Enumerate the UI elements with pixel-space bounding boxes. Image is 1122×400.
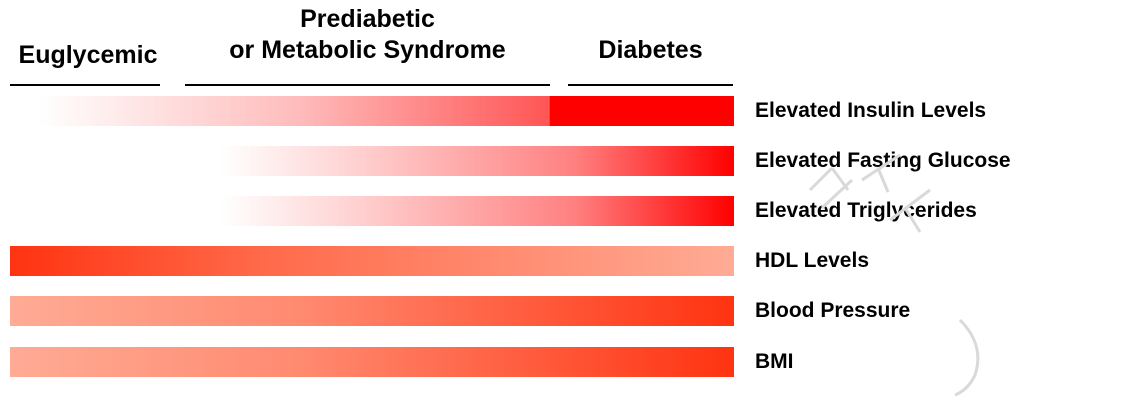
label-blood-pressure: Blood Pressure	[755, 299, 911, 322]
label-elevated-insulin: Elevated Insulin Levels	[755, 99, 987, 122]
watermark-strokes	[808, 153, 980, 397]
header-underline-euglycemic	[10, 84, 160, 86]
label-bmi: BMI	[755, 350, 794, 373]
label-elevated-triglycerides: Elevated Triglycerides	[755, 199, 977, 222]
bar-elevated-insulin	[10, 96, 734, 126]
bar-bmi	[10, 347, 734, 377]
header-prediabetic-line1: Prediabetic	[300, 5, 435, 33]
header-underline-prediabetic	[185, 84, 550, 86]
bar-blood-pressure	[10, 296, 734, 326]
header-diabetes: Diabetes	[598, 36, 703, 64]
header-euglycemic: Euglycemic	[18, 41, 158, 69]
bar-elevated-fasting-glucose	[10, 146, 734, 176]
label-elevated-fasting-glucose: Elevated Fasting Glucose	[755, 149, 1011, 172]
header-prediabetic-line2: or Metabolic Syndrome	[229, 36, 506, 64]
label-hdl-levels: HDL Levels	[755, 249, 869, 272]
bar-hdl-levels	[10, 246, 734, 276]
header-underline-diabetes	[568, 84, 733, 86]
header-prediabetic: Prediabetic or Metabolic Syndrome	[185, 4, 550, 66]
bar-elevated-triglycerides	[10, 196, 734, 226]
